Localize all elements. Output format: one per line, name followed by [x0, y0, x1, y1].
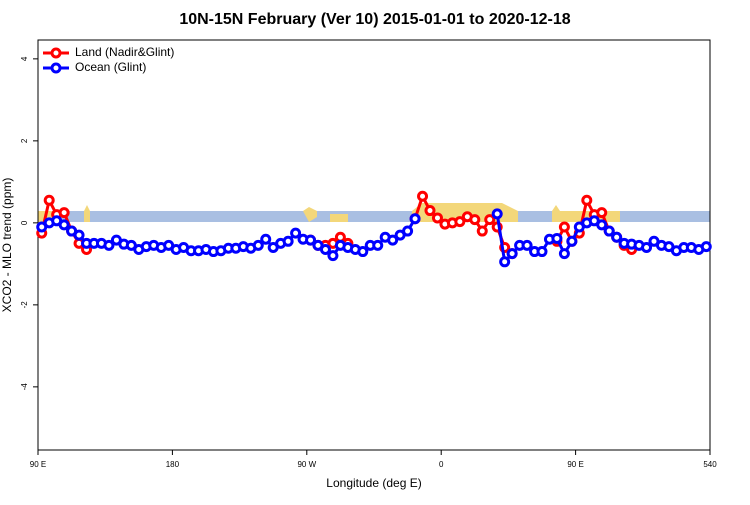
point: [73, 229, 85, 241]
point: [596, 219, 608, 231]
point: [581, 194, 593, 206]
point: [319, 244, 331, 256]
point: [252, 239, 264, 251]
point: [387, 234, 399, 246]
x-axis-title: Longitude (deg E): [326, 476, 421, 490]
y-tick-label: 0: [20, 220, 29, 225]
point: [558, 221, 570, 233]
point: [506, 248, 518, 260]
y-axis-title: XCO2 - MLO trend (ppm): [0, 178, 14, 313]
point: [611, 231, 623, 243]
point: [431, 212, 443, 224]
point: [484, 214, 496, 226]
point: [476, 225, 488, 237]
point: [499, 256, 511, 268]
point: [417, 190, 429, 202]
point: [454, 216, 466, 228]
point: [469, 214, 481, 226]
x-tick-label: 90 E: [30, 460, 46, 469]
chart-title: 10N-15N February (Ver 10) 2015-01-01 to …: [179, 11, 570, 28]
x-tick-label: 0: [439, 460, 444, 469]
x-tick-label: 90 E: [567, 460, 583, 469]
point: [103, 239, 115, 251]
legend-label: Land (Nadir&Glint): [75, 45, 174, 59]
ocean-strip: [38, 211, 710, 222]
x-tick-label: 540: [703, 460, 717, 469]
point: [260, 233, 272, 245]
point: [327, 250, 339, 262]
point: [700, 241, 712, 253]
point: [566, 235, 578, 247]
point: [305, 234, 317, 246]
point: [409, 213, 421, 225]
point: [596, 207, 608, 219]
point: [402, 225, 414, 237]
point: [603, 225, 615, 237]
y-tick-label: -4: [20, 383, 29, 391]
y-tick-label: 2: [20, 138, 29, 143]
legend-label: Ocean (Glint): [75, 60, 146, 74]
point: [58, 219, 70, 231]
x-tick-label: 90 W: [297, 460, 316, 469]
legend-marker: [50, 47, 62, 59]
x-tick-label: 180: [166, 460, 180, 469]
point: [357, 246, 369, 258]
y-tick-label: -2: [20, 301, 29, 309]
y-tick-label: 4: [20, 56, 29, 61]
point: [424, 205, 436, 217]
point: [58, 207, 70, 219]
point: [372, 239, 384, 251]
point: [491, 208, 503, 220]
point: [641, 241, 653, 253]
point: [536, 246, 548, 258]
point: [521, 239, 533, 251]
point: [290, 227, 302, 239]
point: [43, 194, 55, 206]
legend-marker: [50, 62, 62, 74]
point: [558, 248, 570, 260]
point: [282, 235, 294, 247]
point: [551, 232, 563, 244]
